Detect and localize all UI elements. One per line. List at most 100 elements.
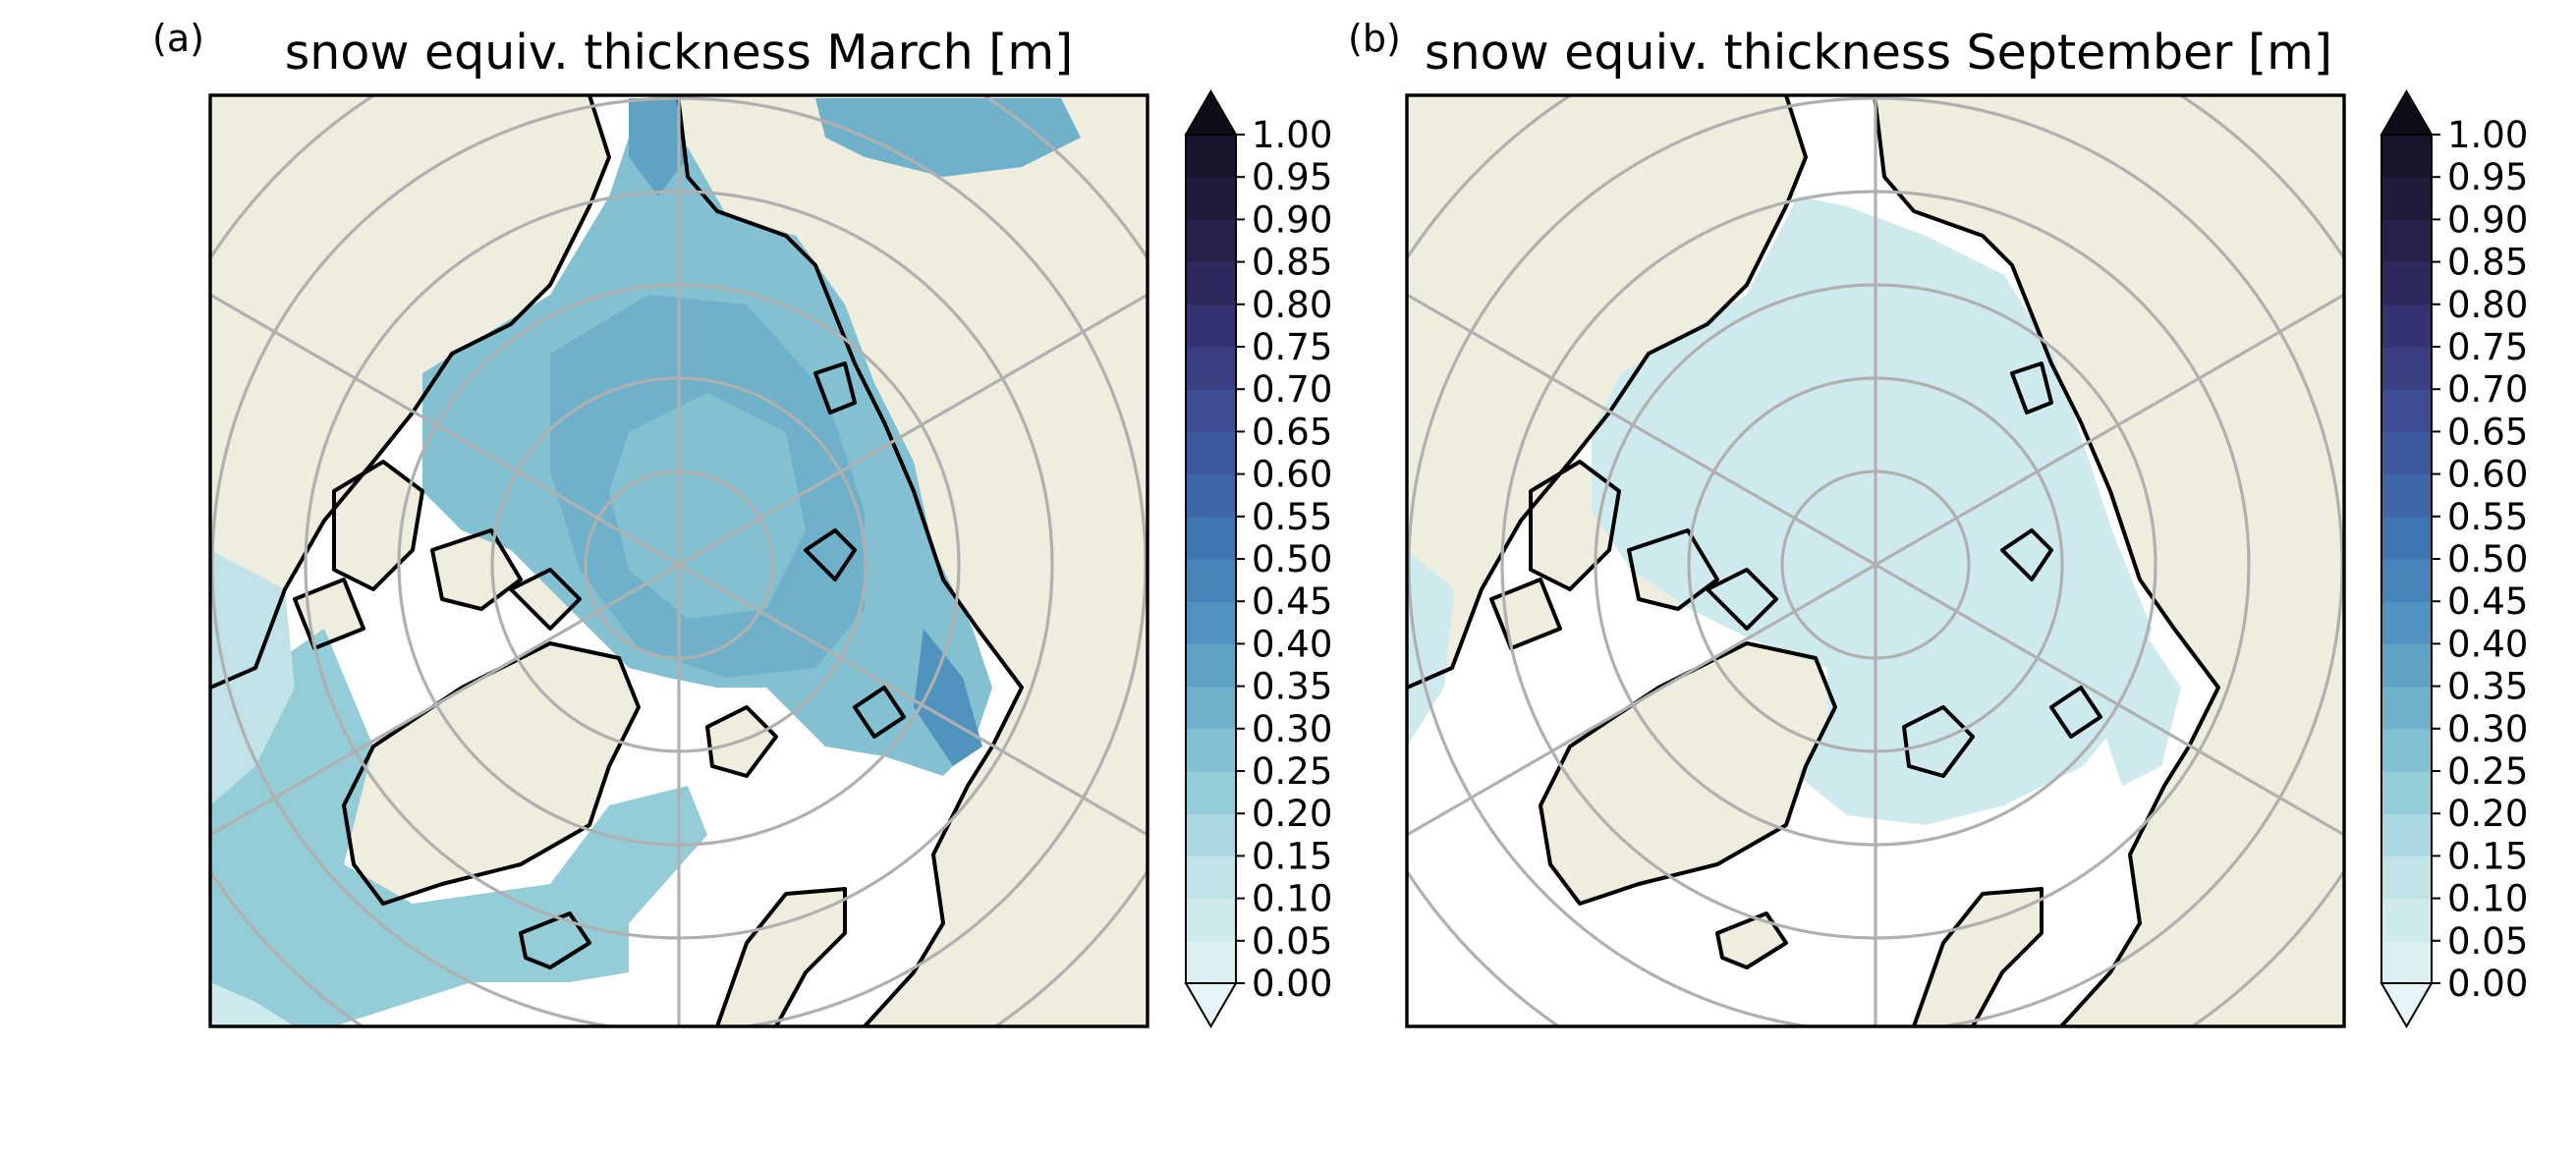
ice-band-2-b [2102,629,2181,786]
colorbar-tick-label: 0.35 [1252,666,1332,708]
colorbar-segment [1186,813,1236,856]
colorbar-tick-label: 1.00 [2447,114,2528,156]
coast-archipelago-b [1489,460,1778,650]
colorbar-tick-label: 0.00 [2447,963,2528,1005]
colorbar-tick-label: 0.30 [2447,708,2528,750]
colorbar-tick-label: 0.65 [1252,411,1332,453]
colorbar-extend-under [1184,982,1238,1028]
coast-scandinavia-a [715,887,847,1026]
colorbar-tick-label: 0.05 [2447,920,2528,963]
colorbar-tick-label: 0.15 [2447,835,2528,877]
colorbar-tick-label: 0.95 [2447,156,2528,198]
ice-band-1-b [1407,550,1454,746]
colorbar-segment [2381,389,2432,432]
colorbar-tick-label: 0.10 [2447,878,2528,920]
colorbar-tick-label: 0.35 [2447,666,2528,708]
colorbar-tick-label: 0.85 [1252,242,1332,284]
colorbar-segment [1186,389,1236,432]
ice-band-5-a [914,629,982,766]
coastlines-a [210,95,1024,1026]
colorbar-tick-label: 0.20 [1252,793,1332,835]
panel-title-a: snow equiv. thickness March [m] [285,25,1073,81]
coast-archipelago-a [293,460,582,650]
land-northamerica-b [1407,95,1806,688]
colorbar-tick-label: 1.00 [1252,114,1332,156]
ice-field-b [1407,196,2181,825]
colorbar-segment [2381,516,2432,560]
colorbar-tick-label: 0.60 [1252,454,1332,496]
colorbar-segment [2381,643,2432,688]
land-eurasia-a [678,95,1148,1026]
colorbar-tick-label: 0.05 [1252,920,1332,963]
ice-band-4-a [609,393,806,619]
colorbar-segment [2381,431,2432,475]
coast-northamerica-b [1407,95,1808,690]
colorbar-segment [2381,728,2432,772]
coast-svalbard-a [705,705,778,778]
colorbar-tick-label: 0.55 [2447,496,2528,538]
colorbar-segment [2381,856,2432,900]
colorbar-segment [2381,177,2432,220]
coast-svalbard-b [1902,705,1975,778]
colorbar-tick-label: 0.65 [2447,411,2528,453]
colorbar-tick-label: 0.40 [2447,623,2528,665]
colorbar-tick-label: 0.95 [1252,156,1332,198]
colorbar-b: 0.000.050.100.150.200.250.300.350.400.45… [2380,89,2528,1028]
colorbar-segment [2381,686,2432,730]
colorbar-segment [1186,261,1236,305]
colorbar-segment [1186,898,1236,942]
colorbar-extend-over [2380,89,2434,136]
land-northamerica-a [210,95,609,688]
colorbar-tick-label: 0.75 [2447,326,2528,368]
coast-iceland-a [519,911,591,969]
colorbar-segment [2381,261,2432,305]
colorbar-segment [1186,219,1236,263]
colorbar-extend-under [2380,982,2434,1028]
colorbar-segment [1186,431,1236,475]
colorbar-segment [1186,473,1236,518]
land-eurasia-b [1875,95,2344,1026]
map-frame-b [1405,93,2346,1028]
colorbar-segment [1186,728,1236,772]
land-scandinavia-b [1914,889,2042,1026]
panel-label-a: (a) [152,17,204,60]
coast-eurasia-a [676,95,1024,1026]
coast-islands-b [2000,361,2102,739]
colorbar-segment [1186,347,1236,390]
ice-band-6-a [629,98,688,196]
colorbar-segment [2381,559,2432,602]
coast-iceland-b [1715,911,1788,969]
colorbar-extend-over [1184,89,1238,136]
colorbar-segment [1186,177,1236,220]
map-frame-a [208,93,1149,1028]
land-scandinavia-a [717,889,845,1026]
colorbar-segment [1186,771,1236,814]
colorbar-segment [2381,347,2432,390]
coastlines-b [1407,95,2220,1026]
graticule-a [210,95,1148,1026]
colorbar-tick-label: 0.90 [2447,198,2528,241]
colorbar-segment [2381,601,2432,644]
colorbar-segment [2381,135,2432,178]
ice-band-0-b [1592,196,2152,825]
colorbar-tick-label: 0.25 [2447,750,2528,793]
colorbar-segment [2381,813,2432,856]
colorbar-segment [2381,898,2432,942]
colorbar-tick-label: 0.15 [1252,835,1332,877]
colorbar-segment [1186,304,1236,348]
colorbar-tick-label: 0.90 [1252,198,1332,241]
coast-northamerica-a [210,95,611,690]
coast-eurasia-b [1873,95,2220,1026]
colorbar-tick-label: 0.20 [2447,793,2528,835]
colorbar-tick-label: 0.25 [1252,750,1332,793]
colorbar-segment [1186,601,1236,644]
colorbar-segment [1186,856,1236,900]
map-a [210,95,1148,1026]
colorbar-tick-label: 0.00 [1252,963,1332,1005]
colorbar-segment [1186,516,1236,560]
colorbar-a: 0.000.050.100.150.200.250.300.350.400.45… [1184,89,1332,1028]
colorbar-tick-label: 0.80 [2447,284,2528,326]
colorbar-tick-label: 0.70 [2447,368,2528,411]
colorbar-tick-label: 0.45 [1252,580,1332,623]
